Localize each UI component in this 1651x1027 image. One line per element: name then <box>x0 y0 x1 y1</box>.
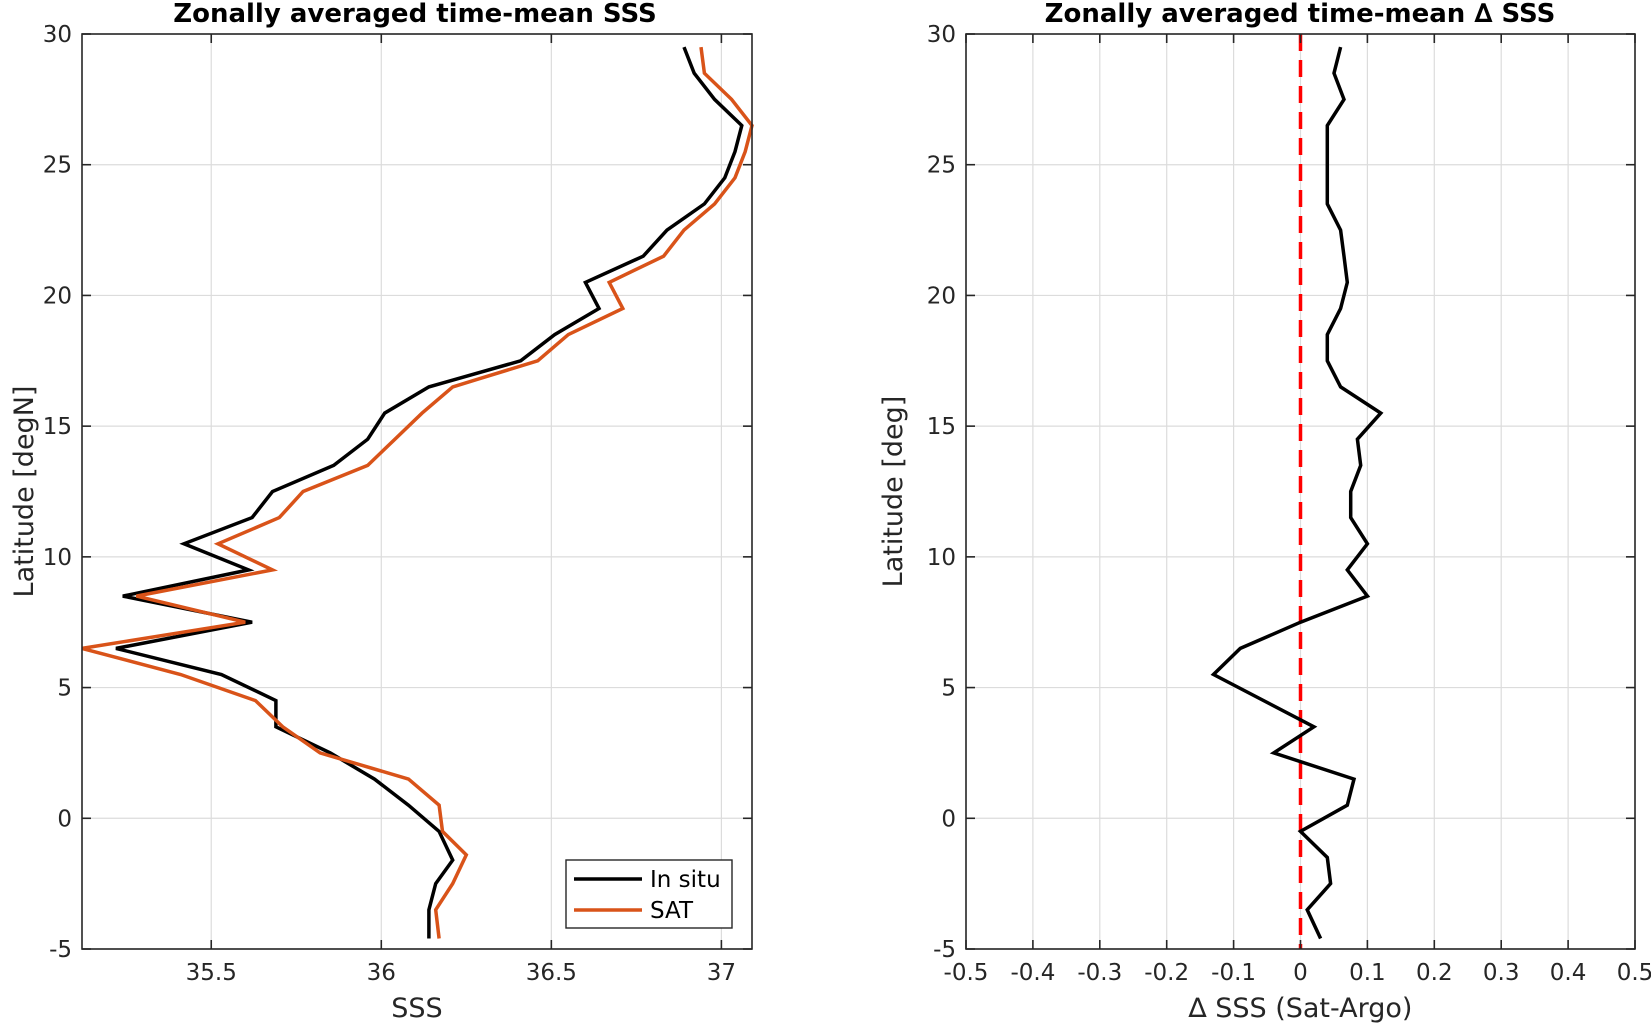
x-axis-label: ∆ SSS (Sat-Argo) <box>1188 993 1413 1024</box>
axis-ticks: 35.5 36 36.5 37 -5 0 5 10 15 20 25 30 <box>43 22 752 986</box>
y-tick-label: -5 <box>933 937 956 963</box>
legend-box <box>565 859 733 929</box>
series-line-in-situ <box>115 46 744 939</box>
x-tick-label: 36.5 <box>526 960 577 986</box>
series-line-sat <box>81 46 754 939</box>
y-tick-label: 15 <box>43 414 72 440</box>
x-tick-label: -0.3 <box>1077 960 1122 986</box>
x-tick-label: 0.1 <box>1349 960 1386 986</box>
x-tick-label: 0.2 <box>1416 960 1453 986</box>
series-line-0 <box>1210 46 1384 940</box>
x-tick-label: 0.3 <box>1483 960 1520 986</box>
legend-label-sat: SAT <box>650 898 694 924</box>
x-tick-label: -0.2 <box>1144 960 1189 986</box>
y-tick-label: 30 <box>927 22 956 48</box>
plot-area <box>81 33 753 950</box>
y-tick-label: 25 <box>927 153 956 179</box>
y-tick-label: 5 <box>941 676 956 702</box>
x-tick-label: 35.5 <box>186 960 237 986</box>
x-tick-label: -0.5 <box>944 960 989 986</box>
y-tick-label: 25 <box>43 153 72 179</box>
y-tick-label: -5 <box>49 937 72 963</box>
x-tick-label: 0.4 <box>1550 960 1587 986</box>
x-tick-label: -0.4 <box>1010 960 1055 986</box>
x-tick-label: 0.5 <box>1617 960 1651 986</box>
y-tick-label: 30 <box>43 22 72 48</box>
y-tick-label: 10 <box>927 545 956 571</box>
x-tick-label: 36 <box>367 960 396 986</box>
axis-ticks: -0.5 -0.4 -0.3 -0.2 -0.1 0 0.1 0.2 0.3 0.4 0.5 -5 0 5… <box>927 22 1651 986</box>
x-tick-label: 37 <box>707 960 736 986</box>
y-axis-label: Latitude [degN] <box>9 386 40 598</box>
y-tick-label: 10 <box>43 545 72 571</box>
y-tick-label: 20 <box>43 283 72 309</box>
x-tick-label: -0.1 <box>1211 960 1256 986</box>
y-tick-label: 20 <box>927 283 956 309</box>
legend-label-in-situ: In situ <box>650 867 721 893</box>
y-tick-label: 5 <box>57 676 72 702</box>
x-axis-label: SSS <box>391 993 442 1024</box>
chart-title: Zonally averaged time-mean SSS <box>173 0 657 29</box>
series-group <box>81 46 754 939</box>
sss-profile-chart: Zonally averaged time-mean SSS 35.5 36 36.… <box>9 0 754 1024</box>
legend: In situ SAT <box>565 859 733 929</box>
y-tick-label: 0 <box>57 806 72 832</box>
y-tick-label: 15 <box>927 414 956 440</box>
y-tick-label: 0 <box>941 806 956 832</box>
series-group <box>1210 46 1384 940</box>
delta-sss-profile-chart: Zonally averaged time-mean ∆ SSS -0.5 -0.… <box>878 0 1651 1024</box>
x-tick-label: 0 <box>1293 960 1308 986</box>
y-axis-label: Latitude [deg] <box>878 396 909 588</box>
chart-title: Zonally averaged time-mean ∆ SSS <box>1045 0 1556 29</box>
